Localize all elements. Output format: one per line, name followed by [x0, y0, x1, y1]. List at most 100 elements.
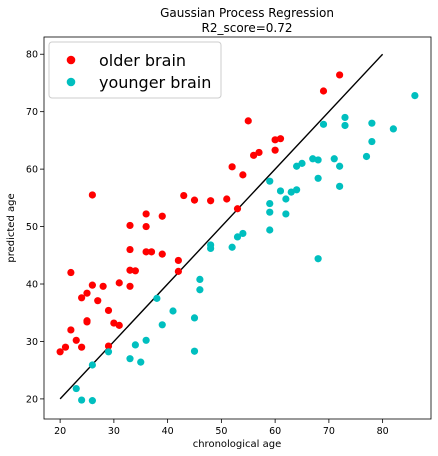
point-younger-brain [336, 162, 344, 170]
point-younger-brain [104, 348, 113, 356]
point-older-brain [115, 321, 123, 329]
point-older-brain [207, 197, 215, 205]
point-younger-brain [314, 255, 322, 263]
x-tick-label: 20 [54, 426, 66, 437]
point-younger-brain [233, 233, 242, 241]
point-older-brain [244, 117, 252, 125]
point-younger-brain [389, 125, 397, 133]
y-tick-label: 30 [26, 337, 38, 348]
point-older-brain [104, 306, 113, 315]
x-tick-label: 70 [323, 426, 335, 437]
point-older-brain [126, 282, 134, 290]
point-older-brain [174, 267, 182, 275]
point-older-brain [83, 317, 91, 325]
point-younger-brain [368, 119, 376, 127]
point-younger-brain [314, 156, 322, 164]
point-younger-brain [341, 113, 349, 122]
reference-line [59, 53, 384, 400]
point-older-brain [88, 191, 96, 199]
x-tick-label: 30 [108, 426, 120, 437]
chart-title: Gaussian Process Regression [160, 6, 334, 20]
point-younger-brain [239, 229, 247, 238]
point-younger-brain [142, 336, 150, 344]
point-younger-brain [309, 155, 317, 163]
point-older-brain [180, 191, 188, 200]
point-younger-brain [341, 121, 349, 130]
point-older-brain [126, 245, 134, 254]
y-axis-label: predicted age [6, 193, 17, 262]
y-tick-label: 20 [26, 394, 38, 405]
plot-frame [43, 36, 432, 420]
x-tick-label: 80 [377, 426, 389, 437]
point-older-brain [99, 282, 107, 290]
legend-label-older-brain: older brain [99, 51, 186, 70]
point-older-brain [56, 348, 64, 356]
legend-marker-younger-brain [66, 77, 76, 87]
point-older-brain [174, 256, 182, 265]
point-younger-brain [88, 397, 96, 405]
point-younger-brain [137, 358, 145, 366]
y-tick-label: 50 [26, 222, 38, 233]
legend-marker-older-brain [66, 55, 76, 65]
point-older-brain [190, 196, 199, 204]
point-younger-brain [293, 186, 301, 194]
point-younger-brain [88, 361, 96, 369]
point-older-brain [72, 336, 80, 344]
point-older-brain [158, 250, 166, 258]
point-older-brain [250, 151, 258, 159]
point-younger-brain [78, 396, 86, 404]
point-younger-brain [196, 286, 204, 294]
point-younger-brain [336, 182, 344, 190]
point-younger-brain [362, 152, 371, 161]
point-younger-brain [287, 188, 295, 196]
point-older-brain [233, 205, 242, 213]
point-older-brain [142, 210, 150, 218]
point-younger-brain [319, 120, 328, 128]
point-older-brain [319, 87, 328, 95]
point-younger-brain [276, 187, 285, 195]
x-axis-label: chronological age [193, 439, 282, 450]
x-tick-label: 50 [215, 426, 227, 437]
point-younger-brain [266, 226, 274, 234]
point-older-brain [228, 163, 236, 171]
point-older-brain [115, 279, 123, 287]
y-tick-label: 70 [26, 107, 38, 118]
point-older-brain [131, 267, 139, 275]
ticks-layer: 20 30 40 50 60 70 80 20 30 40 50 60 70 80 [26, 50, 389, 437]
point-younger-brain [330, 155, 338, 163]
point-older-brain [67, 268, 75, 277]
y-tick-label: 60 [26, 165, 38, 176]
point-younger-brain [153, 294, 161, 302]
point-older-brain [88, 281, 96, 289]
legend-label-younger-brain: younger brain [99, 73, 211, 92]
point-older-brain [126, 266, 134, 274]
point-older-brain [110, 319, 118, 327]
point-older-brain [61, 343, 70, 351]
point-younger-brain [298, 159, 306, 167]
y-tick-label: 40 [26, 280, 38, 291]
point-younger-brain [411, 91, 419, 100]
point-younger-brain [266, 199, 274, 208]
point-younger-brain [196, 275, 204, 284]
point-older-brain [83, 289, 91, 297]
point-younger-brain [158, 321, 166, 329]
point-younger-brain [293, 162, 301, 170]
point-older-brain [271, 146, 279, 154]
point-younger-brain [368, 137, 376, 146]
point-older-brain [271, 136, 279, 144]
point-younger-brain [72, 384, 80, 393]
point-younger-brain [190, 347, 199, 355]
point-older-brain [239, 171, 247, 179]
point-older-brain [126, 221, 134, 230]
point-older-brain [78, 343, 86, 351]
point-older-brain [255, 148, 263, 157]
point-older-brain [94, 297, 102, 305]
point-younger-brain [282, 195, 290, 203]
point-younger-brain [207, 244, 215, 252]
point-younger-brain [282, 210, 290, 218]
point-older-brain [158, 212, 166, 220]
point-older-brain [276, 135, 285, 143]
point-older-brain [142, 222, 150, 231]
chart-subtitle: R2_score=0.72 [202, 21, 293, 35]
